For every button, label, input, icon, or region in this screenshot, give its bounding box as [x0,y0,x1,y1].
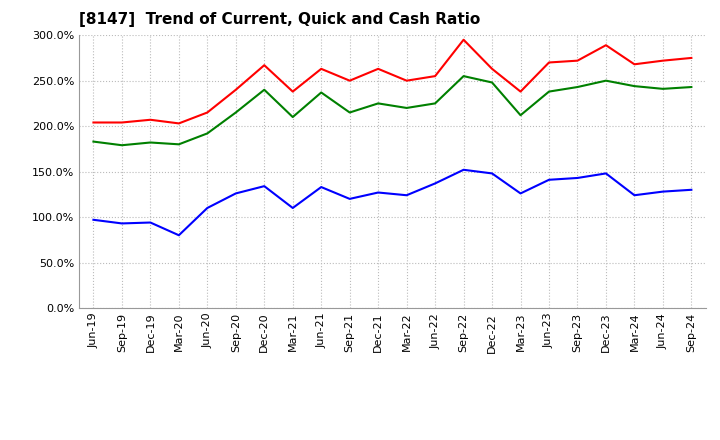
Quick Ratio [516,113,525,118]
Quick Ratio [346,110,354,115]
Cash Ratio [232,191,240,196]
Quick Ratio [146,140,155,145]
Cash Ratio [459,167,468,172]
Current Ratio [602,43,611,48]
Cash Ratio [117,221,126,226]
Cash Ratio [89,217,98,223]
Current Ratio [260,62,269,68]
Cash Ratio [174,233,183,238]
Cash Ratio [402,193,411,198]
Current Ratio [374,66,382,71]
Current Ratio [459,37,468,42]
Current Ratio [317,66,325,71]
Quick Ratio [687,84,696,90]
Current Ratio [346,78,354,83]
Current Ratio [545,60,554,65]
Quick Ratio [630,84,639,89]
Quick Ratio [117,143,126,148]
Cash Ratio [260,183,269,189]
Current Ratio [402,78,411,83]
Text: [8147]  Trend of Current, Quick and Cash Ratio: [8147] Trend of Current, Quick and Cash … [79,12,480,27]
Cash Ratio [146,220,155,225]
Quick Ratio [317,90,325,95]
Cash Ratio [431,181,439,186]
Current Ratio [203,110,212,115]
Quick Ratio [602,78,611,83]
Quick Ratio [545,89,554,94]
Line: Current Ratio: Current Ratio [94,40,691,123]
Cash Ratio [487,171,496,176]
Current Ratio [174,121,183,126]
Cash Ratio [630,193,639,198]
Current Ratio [89,120,98,125]
Cash Ratio [289,205,297,211]
Quick Ratio [260,87,269,92]
Quick Ratio [402,105,411,110]
Current Ratio [289,89,297,94]
Current Ratio [487,66,496,71]
Current Ratio [431,73,439,79]
Current Ratio [630,62,639,67]
Quick Ratio [289,114,297,120]
Cash Ratio [545,177,554,183]
Quick Ratio [203,131,212,136]
Current Ratio [232,87,240,92]
Quick Ratio [89,139,98,144]
Current Ratio [687,55,696,61]
Quick Ratio [573,84,582,90]
Cash Ratio [573,175,582,180]
Cash Ratio [317,184,325,190]
Quick Ratio [431,101,439,106]
Current Ratio [516,89,525,94]
Cash Ratio [516,191,525,196]
Cash Ratio [659,189,667,194]
Quick Ratio [232,110,240,115]
Quick Ratio [374,101,382,106]
Cash Ratio [203,205,212,211]
Current Ratio [659,58,667,63]
Current Ratio [573,58,582,63]
Quick Ratio [459,73,468,79]
Current Ratio [146,117,155,122]
Line: Cash Ratio: Cash Ratio [94,170,691,235]
Current Ratio [117,120,126,125]
Cash Ratio [687,187,696,192]
Cash Ratio [374,190,382,195]
Cash Ratio [346,196,354,202]
Line: Quick Ratio: Quick Ratio [94,76,691,145]
Quick Ratio [659,86,667,92]
Quick Ratio [174,142,183,147]
Quick Ratio [487,80,496,85]
Cash Ratio [602,171,611,176]
